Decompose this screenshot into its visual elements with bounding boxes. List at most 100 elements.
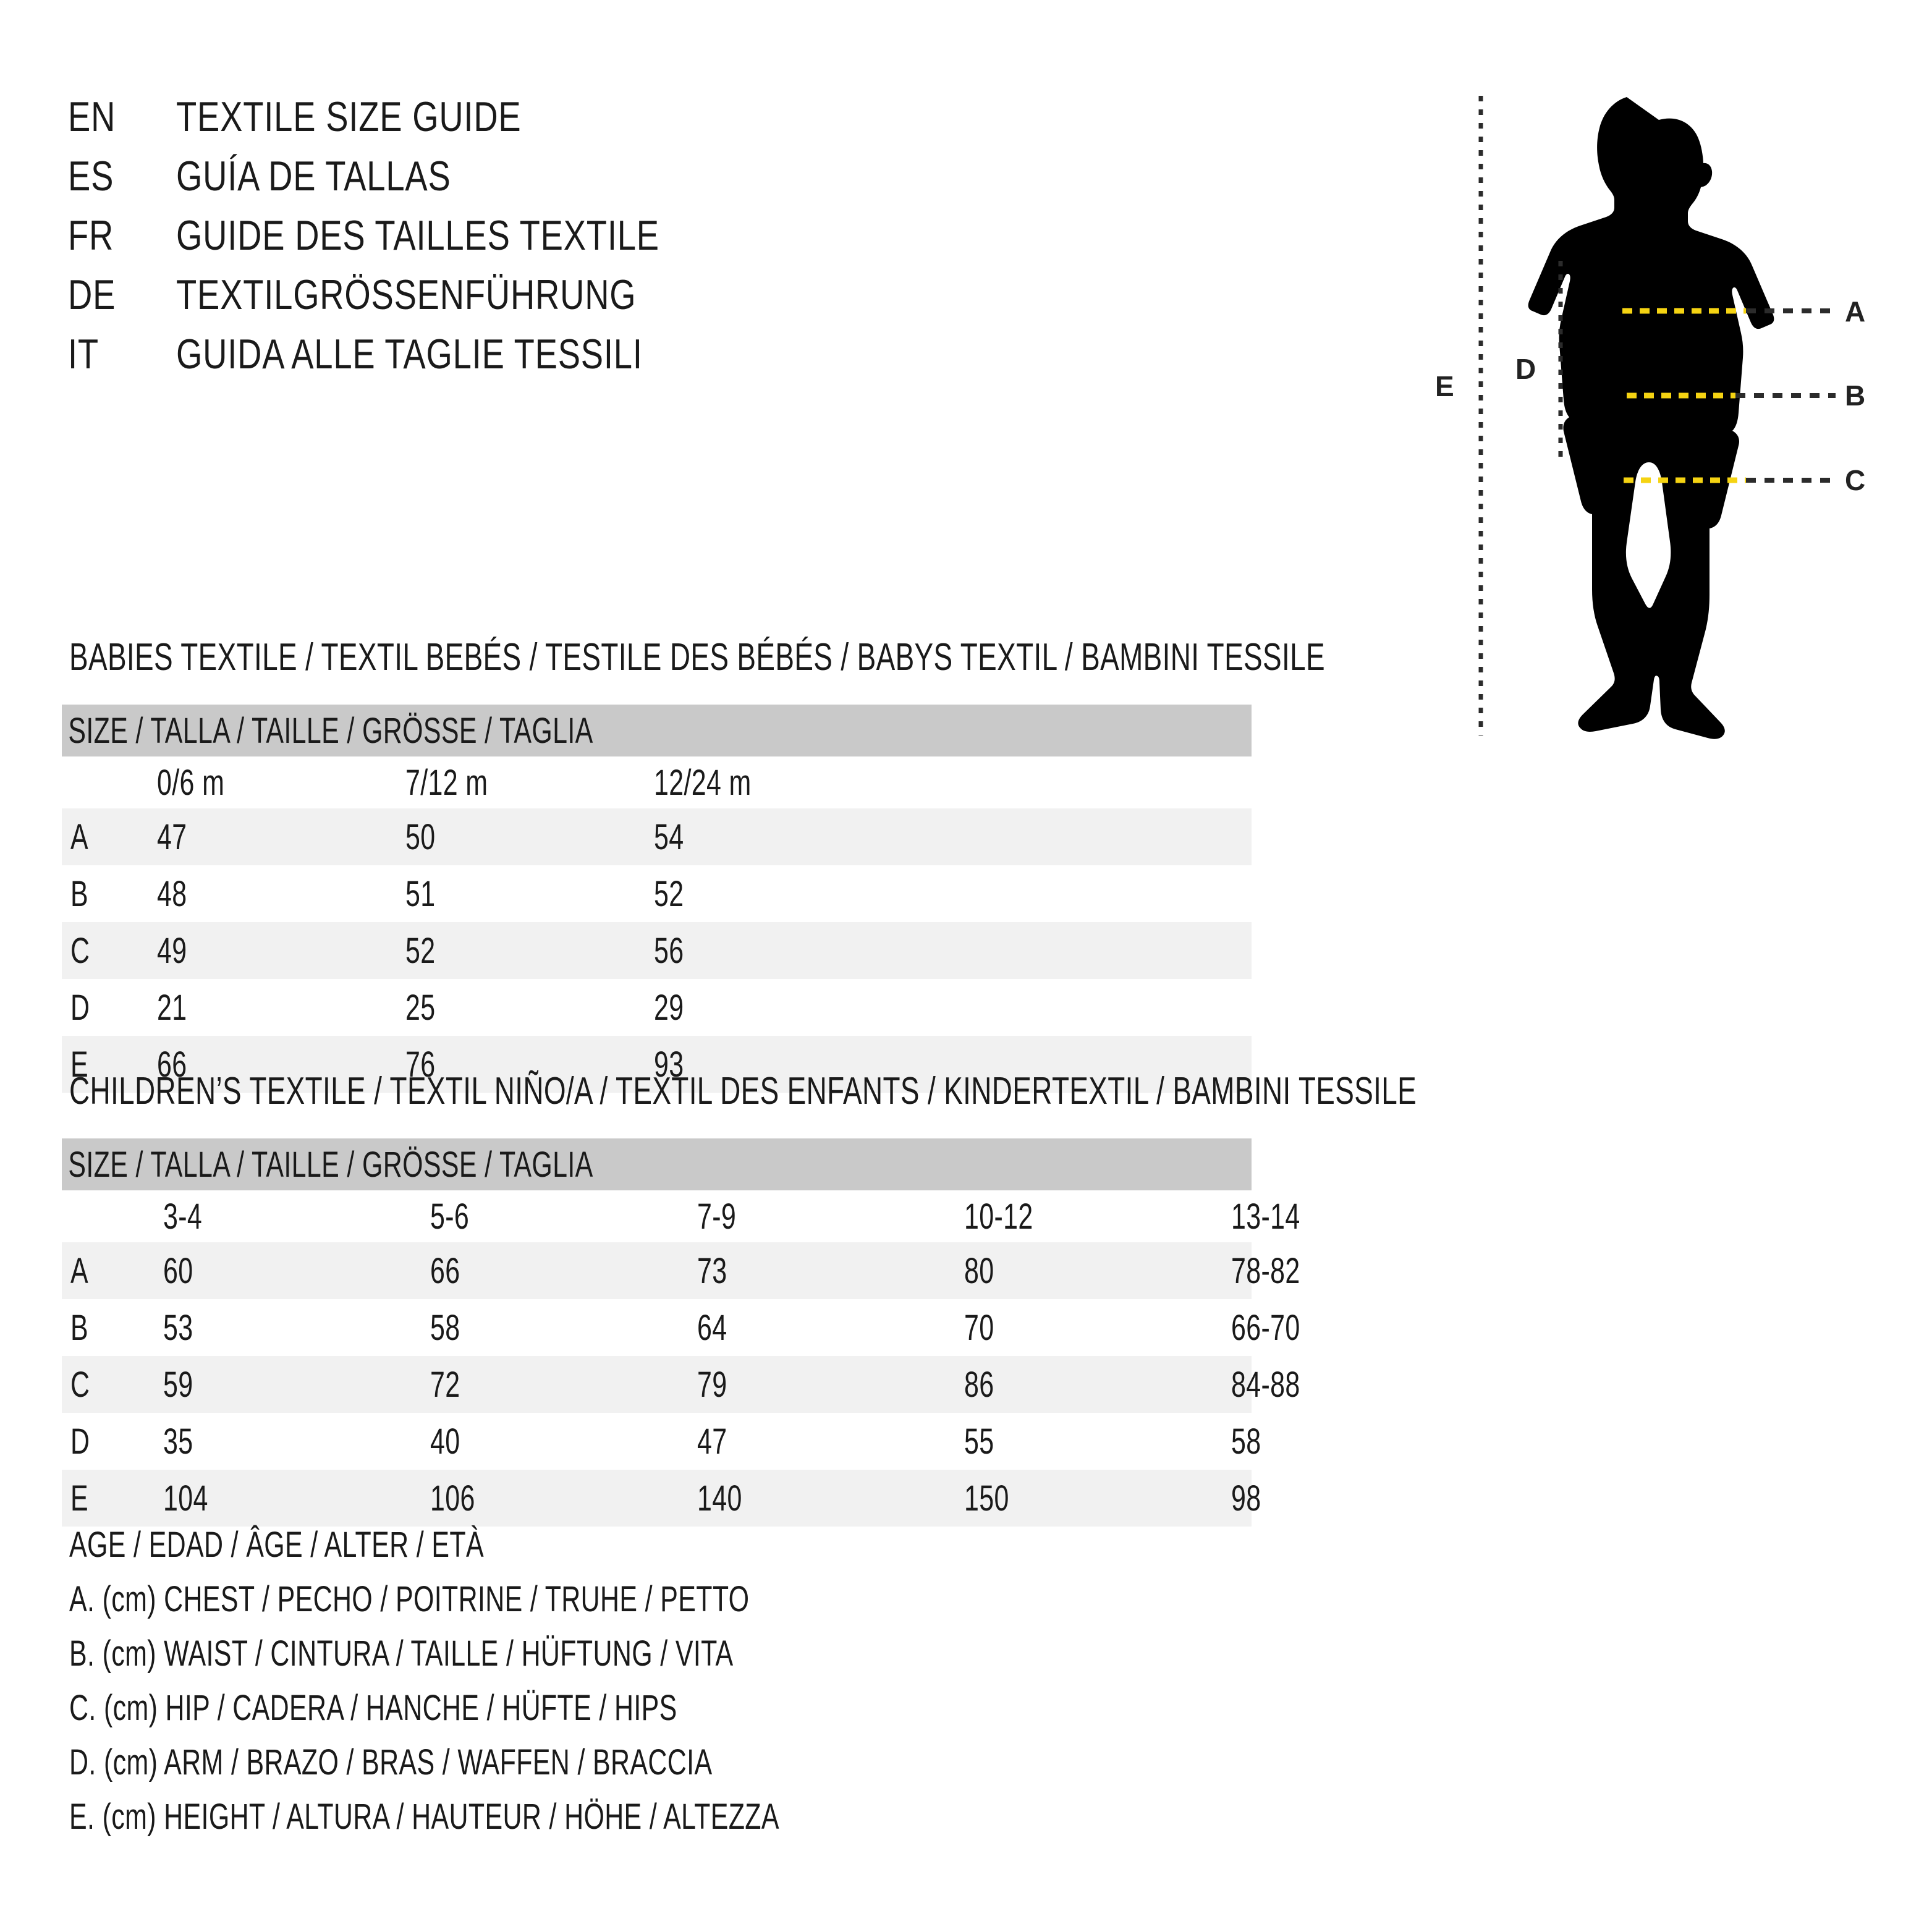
children-column-header-2: 7-9 [697,1196,737,1237]
children-cell-c-0: 59 [163,1364,193,1405]
legend-entry-c: C. (cm) HIP / CADERA / HANCHE / HÜFTE / … [69,1687,677,1728]
dimension-label-c: C [1845,464,1866,496]
children-cell-e-4: 98 [1231,1478,1261,1519]
children-cell-e-1: 106 [430,1478,475,1519]
babies-column-header-2-text: 12/24 m [654,762,752,803]
table-row: A 47 50 54 [62,808,1252,865]
children-cell-b-1: 58 [430,1307,460,1348]
language-row-es: ES GUÍA DE TALLAS [68,152,933,211]
babies-cell-c-1: 52 [405,930,436,971]
babies-cell-a-1: 50 [405,816,436,857]
table-row: B 53 58 64 70 66-70 [62,1299,1300,1356]
children-row-label-a: A [70,1250,88,1291]
babies-table-header-band: SIZE / TALLA / TAILLE / GRÖSSE / TAGLIA [62,705,1252,756]
legend-entry-d: D. (cm) ARM / BRAZO / BRAS / WAFFEN / BR… [69,1742,713,1782]
babies-table-header-label: SIZE / TALLA / TAILLE / GRÖSSE / TAGLIA [68,710,593,751]
table-row: E 104 106 140 150 98 [62,1470,1261,1527]
table-row: D 21 25 29 [62,979,1252,1036]
children-cell-c-3: 86 [964,1364,994,1405]
babies-cell-d-0: 21 [157,987,187,1028]
language-code-it: IT [68,331,99,378]
children-row-label-c: C [70,1364,90,1405]
children-cell-d-1: 40 [430,1421,460,1462]
babies-cell-d-1: 25 [405,987,436,1028]
babies-column-header-0: 0/6 m [119,762,367,803]
measurement-figure [1409,74,1897,766]
babies-row-label-e: E [70,1044,88,1085]
children-table-header-label: SIZE / TALLA / TAILLE / GRÖSSE / TAGLIA [68,1144,593,1185]
children-cell-b-4: 66-70 [1231,1307,1300,1348]
children-cell-a-2: 73 [697,1250,727,1291]
children-column-header-4: 13-14 [1231,1196,1300,1237]
children-cell-a-4: 78-82 [1231,1250,1300,1291]
babies-cell-c-2: 56 [654,930,684,971]
children-column-header-3: 10-12 [964,1196,1033,1237]
children-cell-d-2: 47 [697,1421,727,1462]
child-silhouette-icon [1528,97,1774,739]
children-section-title: CHILDREN’S TEXTILE / TEXTIL NIÑO/A / TEX… [69,1070,1417,1112]
babies-row-label-a: A [70,816,88,857]
children-row-label-e: E [70,1478,88,1519]
babies-row-label-c: C [70,930,90,971]
language-title-it: GUIDA ALLE TAGLIE TESSILI [176,331,643,378]
children-column-header-1: 5-6 [430,1196,470,1237]
children-cell-c-4: 84-88 [1231,1364,1300,1405]
table-row: C 59 72 79 86 84-88 [62,1356,1300,1413]
children-cell-e-3: 150 [964,1478,1009,1519]
language-title-fr: GUIDE DES TAILLES TEXTILE [176,212,659,259]
table-row: C 49 52 56 [62,922,1252,979]
babies-column-header-row: 0/6 m 7/12 m 12/24 m [62,756,1252,808]
children-cell-a-1: 66 [430,1250,460,1291]
language-row-en: EN TEXTILE SIZE GUIDE [68,93,933,152]
table-row: A 60 66 73 80 78-82 [62,1242,1300,1299]
babies-section-title: BABIES TEXTILE / TEXTIL BEBÉS / TESTILE … [69,636,1325,679]
language-title-es: GUÍA DE TALLAS [176,153,451,200]
babies-cell-e-1: 76 [405,1044,436,1085]
dimension-label-b: B [1845,379,1866,412]
children-cell-d-0: 35 [163,1421,193,1462]
legend-entry-e: E. (cm) HEIGHT / ALTURA / HAUTEUR / HÖHE… [69,1796,779,1837]
babies-column-header-2: 12/24 m [616,762,864,803]
children-cell-a-3: 80 [964,1250,994,1291]
language-code-de: DE [68,271,116,318]
leg-gap-shape [1625,462,1671,608]
children-cell-e-0: 104 [163,1478,208,1519]
children-size-table: SIZE / TALLA / TAILLE / GRÖSSE / TAGLIA … [62,1138,1300,1527]
babies-cell-e-0: 66 [157,1044,187,1085]
dimension-label-a: A [1845,295,1866,328]
children-cell-b-0: 53 [163,1307,193,1348]
children-cell-e-2: 140 [697,1478,742,1519]
children-cell-b-3: 70 [964,1307,994,1348]
babies-column-header-0-text: 0/6 m [157,762,225,803]
babies-row-label-d: D [70,987,90,1028]
children-table-header-band: SIZE / TALLA / TAILLE / GRÖSSE / TAGLIA [62,1138,1252,1190]
table-row: E 66 76 93 [62,1036,1252,1093]
children-cell-a-0: 60 [163,1250,193,1291]
legend-entry-a: A. (cm) CHEST / PECHO / POITRINE / TRUHE… [69,1578,750,1619]
dimension-label-d: D [1515,353,1536,385]
dimension-label-e: E [1435,370,1454,402]
child-silhouette-diagram [1478,96,1836,739]
language-code-fr: FR [68,212,114,259]
children-cell-d-3: 55 [964,1421,994,1462]
language-row-fr: FR GUIDE DES TAILLES TEXTILE [68,211,933,271]
children-row-label-b: B [70,1307,88,1348]
language-title-en: TEXTILE SIZE GUIDE [176,93,522,140]
children-column-header-0: 3-4 [163,1196,203,1237]
babies-cell-a-0: 47 [157,816,187,857]
babies-cell-e-2: 93 [654,1044,684,1085]
babies-cell-c-0: 49 [157,930,187,971]
children-cell-d-4: 58 [1231,1421,1261,1462]
language-row-it: IT GUIDA ALLE TAGLIE TESSILI [68,330,933,389]
language-header-block: EN TEXTILE SIZE GUIDE ES GUÍA DE TALLAS … [68,93,933,389]
babies-cell-b-1: 51 [405,873,436,914]
babies-size-table: SIZE / TALLA / TAILLE / GRÖSSE / TAGLIA … [62,705,1252,1093]
children-cell-c-1: 72 [430,1364,460,1405]
babies-row-label-b: B [70,873,88,914]
babies-cell-b-2: 52 [654,873,684,914]
language-row-de: DE TEXTILGRÖSSENFÜHRUNG [68,271,933,330]
children-cell-b-2: 64 [697,1307,727,1348]
language-code-es: ES [68,153,114,200]
table-row: D 35 40 47 55 58 [62,1413,1261,1470]
